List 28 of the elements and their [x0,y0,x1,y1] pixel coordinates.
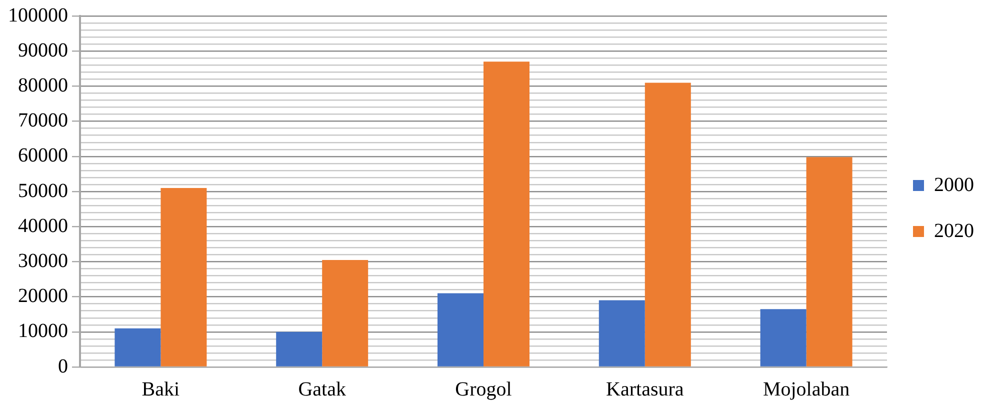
bar [760,309,806,366]
bar [276,332,322,366]
y-tick-label: 60000 [18,144,68,167]
y-tick-label: 20000 [18,285,68,308]
y-tick-label: 30000 [18,250,68,272]
bar [114,328,161,366]
bar [484,62,530,366]
y-tick-label: 40000 [18,214,68,237]
y-tick-label: 80000 [18,74,68,96]
bar [806,157,852,366]
y-tick-label: 70000 [18,110,68,132]
bar [598,300,645,366]
x-tick-label: Baki [142,378,180,400]
y-tick-label: 90000 [18,39,68,62]
x-tick-label: Grogol [455,378,512,400]
bar [438,293,484,366]
legend-label: 2020 [934,220,974,242]
bar [644,82,691,366]
bar [322,260,368,366]
x-tick-label: Kartasura [606,378,684,400]
x-tick-label: Gatak [298,378,346,400]
y-tick-label: 10000 [18,320,68,342]
y-tick-label: 100000 [8,4,68,26]
y-tick-label: 0 [58,355,68,378]
legend-label: 2000 [934,174,974,196]
bar [160,188,207,366]
y-tick-label: 50000 [18,180,68,202]
x-tick-label: Mojolaban [762,378,850,400]
